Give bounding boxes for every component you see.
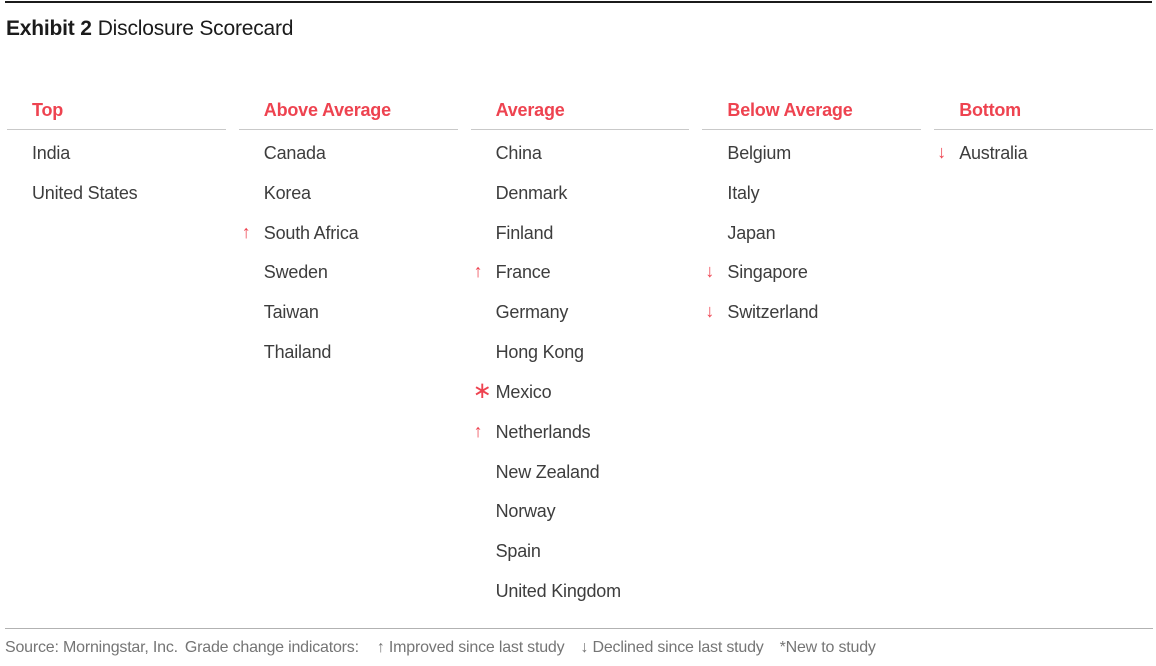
country-name: Japan xyxy=(727,222,776,243)
column-header: Above Average xyxy=(238,100,458,130)
country-cell: ↑ France xyxy=(471,249,690,289)
country-cell: Thailand xyxy=(239,329,458,369)
country-cell: ∗ Mexico xyxy=(471,369,690,409)
country-cell: New Zealand xyxy=(471,449,690,489)
footer-legend: ↑ Improved since last study ↓ Declined si… xyxy=(377,639,892,656)
country-cell: Canada xyxy=(239,130,458,170)
scorecard-grid: Top India United States Above Average Canada… xyxy=(7,100,1153,608)
country-name: Denmark xyxy=(495,182,568,203)
country-cell: Finland xyxy=(471,210,690,250)
legend-item: ↑ Improved since last study xyxy=(376,639,565,656)
country-cell: ↓ Australia xyxy=(934,130,1153,170)
country-name: Singapore xyxy=(727,262,808,283)
country-name: Thailand xyxy=(263,342,332,363)
down-arrow-icon: ↓ xyxy=(705,301,715,322)
country-name: France xyxy=(495,262,551,283)
country-cell: Hong Kong xyxy=(471,329,690,369)
country-name: New Zealand xyxy=(495,461,600,482)
legend-item: *New to study xyxy=(779,639,876,656)
country-cell: Denmark xyxy=(471,170,690,210)
column-header: Average xyxy=(470,100,690,130)
country-cell: Norway xyxy=(471,488,690,528)
country-name: Canada xyxy=(263,143,326,163)
country-name: Sweden xyxy=(263,262,328,283)
up-arrow-icon: ↑ xyxy=(473,420,483,441)
country-name: Netherlands xyxy=(495,421,591,442)
country-cell: ↑ South Africa xyxy=(239,210,458,250)
exhibit-title: Exhibit 2 Disclosure Scorecard xyxy=(6,17,293,41)
country-name: United States xyxy=(32,182,138,203)
country-name: Korea xyxy=(263,182,311,203)
footer-rule xyxy=(5,628,1153,629)
country-cell: Germany xyxy=(471,289,690,329)
grade-change-label: Grade change indicators: xyxy=(184,639,359,656)
country-cell: United Kingdom xyxy=(471,568,690,608)
source-text: Source: Morningstar, Inc. xyxy=(5,639,178,656)
scorecard-column-below-average: Below Average Belgium Italy Japan ↓ Singapore… xyxy=(702,100,922,608)
country-name: Germany xyxy=(495,302,569,323)
country-name: Norway xyxy=(495,501,556,522)
country-name: China xyxy=(495,143,542,163)
country-name: United Kingdom xyxy=(495,581,621,602)
country-name: Taiwan xyxy=(263,302,319,323)
scorecard-column-top: Top India United States xyxy=(7,100,226,608)
column-header: Bottom xyxy=(934,100,1153,130)
country-name: Switzerland xyxy=(727,302,819,323)
country-cell: Belgium xyxy=(702,130,921,170)
country-cell: ↓ Singapore xyxy=(702,249,921,289)
country-cell: China xyxy=(471,130,690,170)
exhibit-name: Disclosure Scorecard xyxy=(97,17,294,40)
country-name: Italy xyxy=(727,182,760,203)
country-cell: Japan xyxy=(702,210,921,250)
column-header: Below Average xyxy=(702,100,922,130)
country-name: Finland xyxy=(495,222,554,243)
down-arrow-icon: ↓ xyxy=(705,261,715,282)
country-cell: Korea xyxy=(239,170,458,210)
country-name: Australia xyxy=(959,143,1028,163)
country-cell: Taiwan xyxy=(239,289,458,329)
country-cell: Sweden xyxy=(239,249,458,289)
footer: Source: Morningstar, Inc. Grade change in… xyxy=(5,639,1153,657)
legend-item: ↓ Declined since last study xyxy=(580,639,764,656)
country-name: India xyxy=(32,143,71,163)
country-cell: ↑ Netherlands xyxy=(471,409,690,449)
exhibit-number: Exhibit 2 xyxy=(6,17,92,40)
new-to-study-asterisk-icon: ∗ xyxy=(472,376,492,403)
top-rule xyxy=(5,1,1152,3)
country-cell: Italy xyxy=(702,170,921,210)
up-arrow-icon: ↑ xyxy=(241,221,251,242)
country-cell: ↓ Switzerland xyxy=(702,289,921,329)
country-name: Hong Kong xyxy=(495,342,584,363)
country-cell: United States xyxy=(7,170,226,210)
down-arrow-icon: ↓ xyxy=(937,142,946,162)
country-name: South Africa xyxy=(263,222,359,243)
column-header: Top xyxy=(7,100,226,130)
country-cell: Spain xyxy=(471,528,690,568)
scorecard-column-above-average: Above Average Canada Korea ↑ South Africa Swe… xyxy=(238,100,458,608)
country-name: Belgium xyxy=(727,143,792,163)
up-arrow-icon: ↑ xyxy=(473,261,483,282)
country-name: Mexico xyxy=(495,381,552,402)
country-cell: India xyxy=(7,130,226,170)
scorecard-column-bottom: Bottom ↓ Australia xyxy=(934,100,1153,608)
country-name: Spain xyxy=(495,541,541,562)
scorecard-column-average: Average China Denmark Finland ↑ France Germany… xyxy=(470,100,690,608)
